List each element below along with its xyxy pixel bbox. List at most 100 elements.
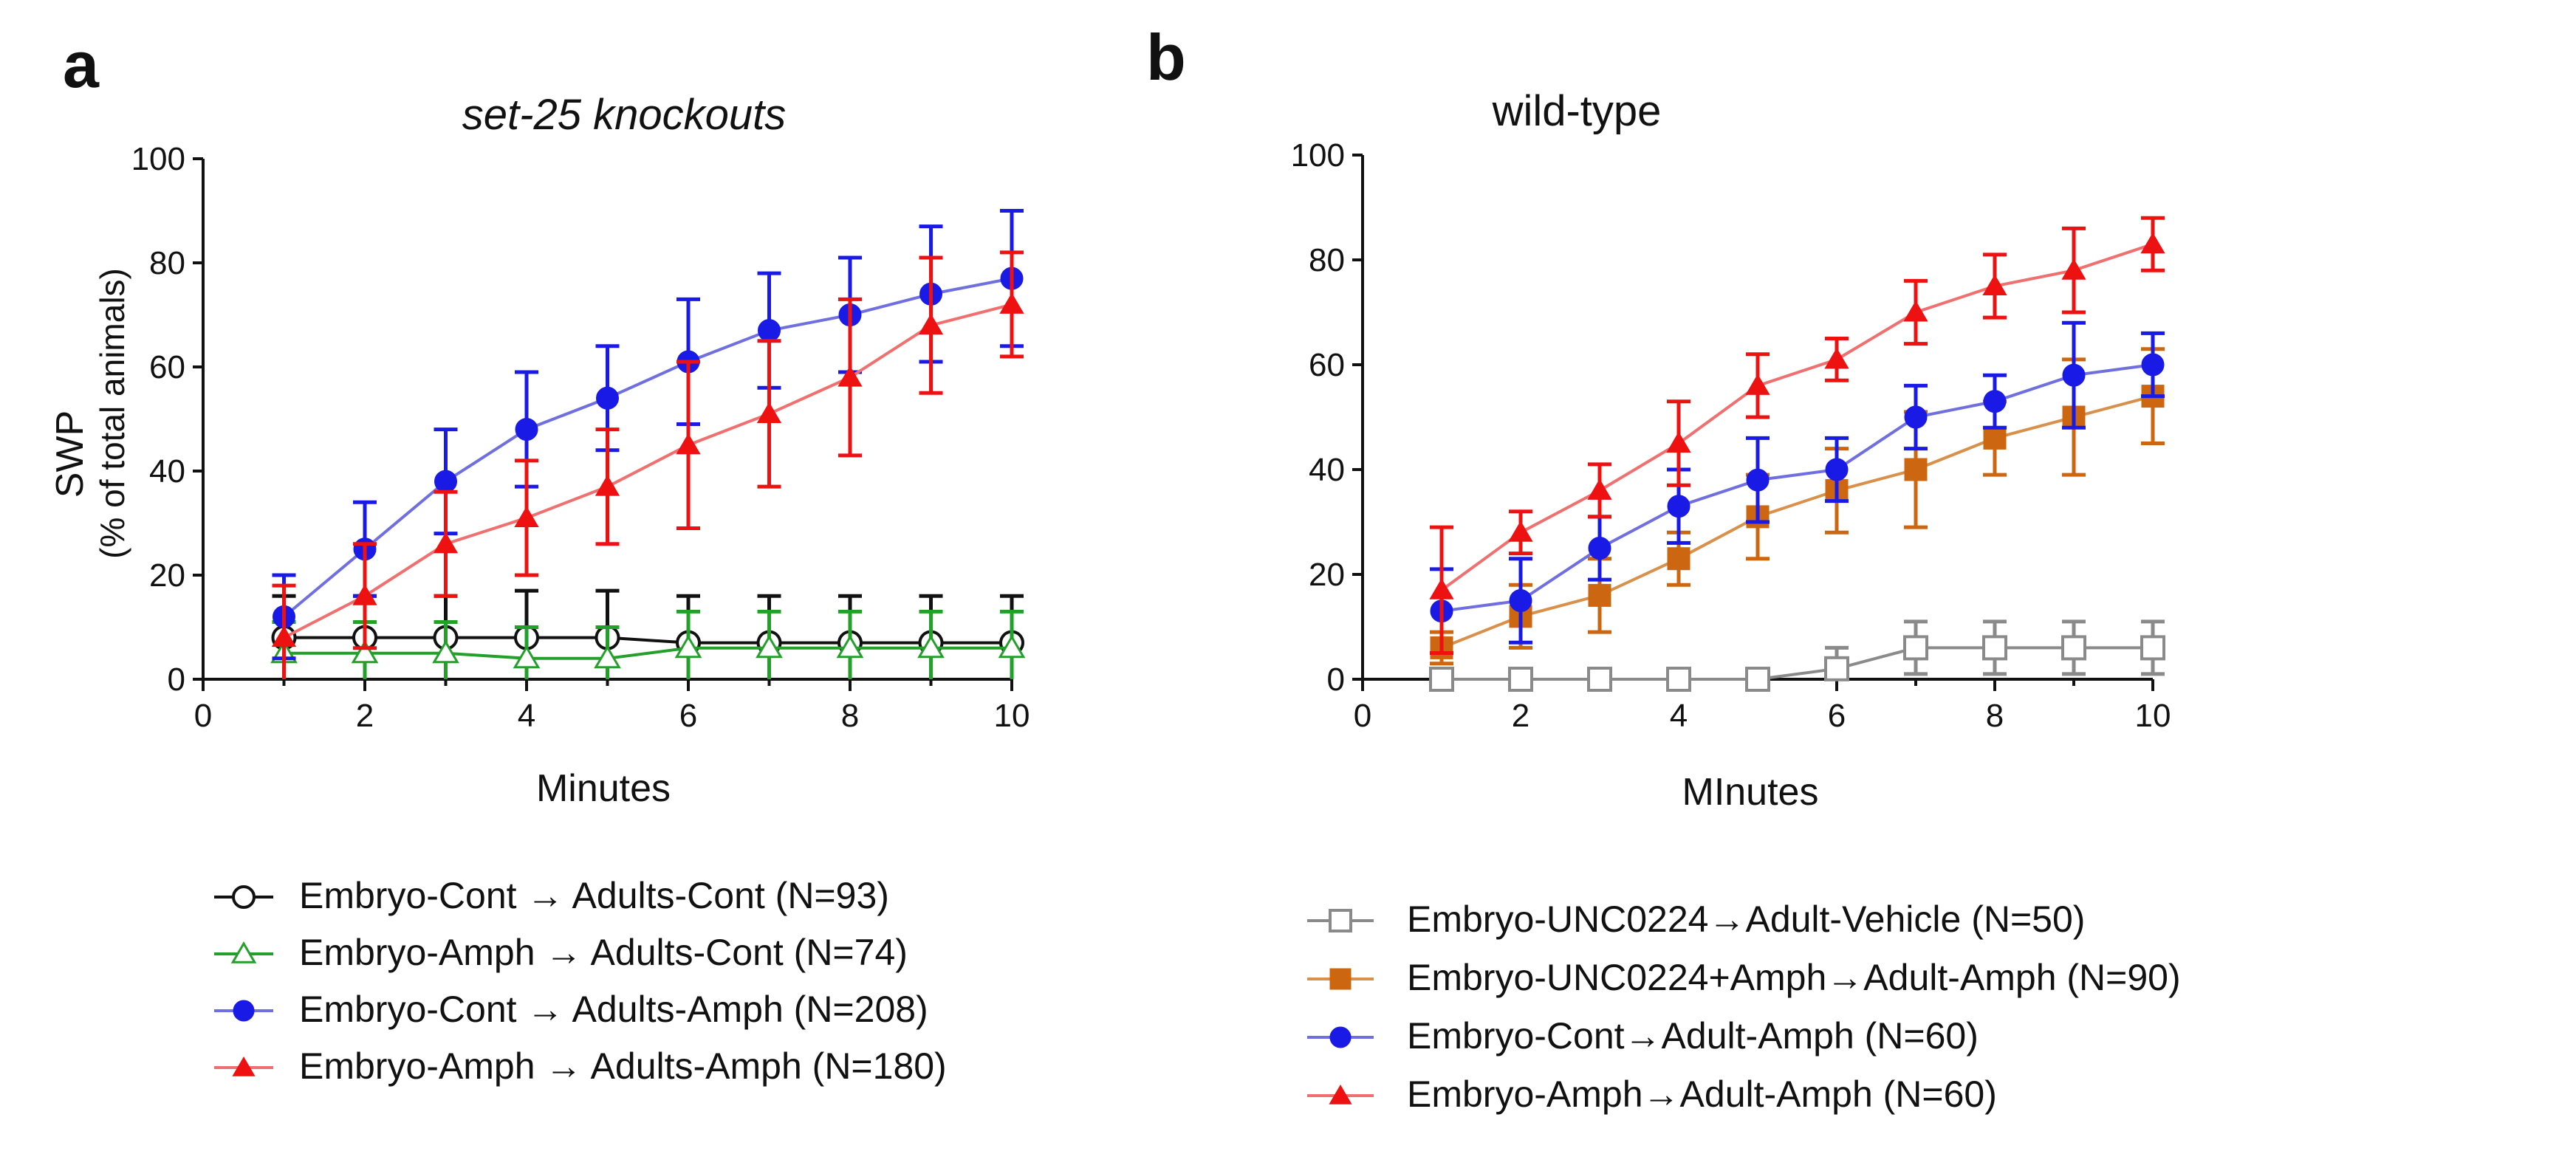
series-line [1442, 646, 2153, 681]
data-point [1588, 583, 1611, 607]
legend-entry: Embryo-UNC0224→Adult-Vehicle (N=50) [1307, 899, 2085, 940]
data-point [594, 645, 621, 669]
series-line [284, 636, 1012, 645]
series-line [283, 303, 1013, 639]
x-tick-label: 8 [1986, 698, 2004, 734]
data-point [2062, 363, 2086, 387]
legend-label: Embryo-Cont → Adults-Cont (N=93) [299, 875, 889, 916]
data-point [2141, 353, 2165, 377]
legend-marker [1329, 1085, 1352, 1105]
data-point [1824, 347, 1849, 369]
series-line [1441, 363, 2154, 613]
legend-label: Embryo-UNC0224→Adult-Vehicle (N=50) [1407, 899, 2085, 940]
x-tick-label: 8 [841, 698, 859, 734]
y-tick-label: 20 [1309, 557, 1345, 593]
data-point [674, 634, 702, 659]
series-1 [1429, 619, 2165, 692]
legend-label: Embryo-Amph → Adults-Cont (N=74) [299, 932, 908, 973]
y-tick-label: 20 [149, 557, 185, 594]
y-tick-label: 0 [168, 662, 185, 698]
data-point [432, 639, 459, 664]
data-point [434, 470, 457, 493]
x-tick-label: 4 [518, 698, 535, 734]
data-point [1746, 468, 1770, 492]
data-point [1666, 667, 1691, 692]
legend-label: Embryo-Cont → Adults-Amph (N=208) [299, 989, 928, 1030]
series-2 [270, 609, 1026, 679]
x-tick-label: 0 [1354, 698, 1371, 734]
data-point [836, 634, 864, 659]
panel-a-label: a [63, 28, 100, 101]
data-point [998, 634, 1026, 659]
data-point [1983, 390, 2007, 413]
y-tick-label: 80 [149, 245, 185, 281]
data-point [918, 313, 944, 335]
data-point [1825, 458, 1849, 481]
data-point [676, 433, 701, 455]
data-point [917, 634, 945, 659]
x-tick-label: 2 [1512, 698, 1530, 734]
data-point [1429, 578, 1454, 600]
x-tick-label: 10 [994, 698, 1030, 734]
x-tick-label: 2 [356, 698, 374, 734]
y-tick-label: 40 [149, 453, 185, 489]
series-4 [271, 250, 1024, 679]
data-point [2140, 232, 2165, 254]
legend-marker [232, 1057, 256, 1076]
y-tick-label: 100 [1291, 137, 1345, 174]
data-point [515, 418, 538, 442]
data-point [1824, 656, 1849, 681]
legend-marker [1329, 909, 1352, 932]
data-point [1666, 431, 1691, 453]
series-line [284, 646, 1012, 660]
series-1 [271, 588, 1024, 679]
y-tick-label: 40 [1309, 452, 1345, 488]
legend-entry: Embryo-Cont → Adults-Cont (N=93) [214, 875, 889, 916]
data-point [513, 645, 541, 669]
data-point [271, 625, 297, 647]
data-point [433, 532, 459, 554]
panel-a-xlabel: Minutes [536, 767, 671, 810]
panel-b-plot: 0 20 40 60 80 100 0 2 4 6 8 10 [1291, 137, 2171, 734]
data-point [1588, 537, 1611, 560]
series-2 [1430, 347, 2165, 666]
legend-entry: Embryo-UNC0224+Amph→Adult-Amph (N=90) [1307, 957, 2181, 998]
series-line [1441, 394, 2154, 650]
data-point [1982, 274, 2007, 295]
panel-b-xlabel: MInutes [1682, 771, 1819, 814]
data-point [1983, 426, 2007, 450]
panel-a-title: set-25 knockouts [462, 91, 786, 139]
x-tick-label: 4 [1670, 698, 1688, 734]
data-point [758, 319, 781, 343]
data-point [1904, 458, 1928, 481]
data-point [1667, 547, 1690, 571]
data-point [2061, 258, 2086, 280]
data-point [1745, 667, 1770, 692]
legend-marker [233, 1000, 255, 1022]
data-point [1587, 478, 1612, 500]
data-point [1509, 589, 1532, 612]
data-point [514, 506, 539, 527]
x-tick-label: 6 [679, 698, 697, 734]
series-line [283, 277, 1013, 618]
data-point [1667, 495, 1690, 518]
legend-label: Embryo-Amph→Adult-Amph (N=60) [1407, 1073, 1997, 1115]
panel-b-legend: Embryo-UNC0224→Adult-Vehicle (N=50) Embry… [1307, 899, 2181, 1115]
data-point [2140, 635, 2165, 661]
y-tick-label: 80 [1309, 242, 1345, 278]
series-4 [1429, 216, 2165, 655]
panel-b-label: b [1146, 21, 1186, 94]
x-tick-label: 0 [194, 698, 212, 734]
legend-marker [1329, 968, 1352, 990]
data-point [999, 292, 1024, 314]
data-point [756, 634, 783, 659]
legend-label: Embryo-UNC0224+Amph→Adult-Amph (N=90) [1407, 957, 2181, 998]
data-point [1982, 635, 2007, 661]
data-point [1903, 635, 1928, 661]
legend-marker [230, 941, 257, 963]
panel-a-ylabel-sub: (% of total animals) [93, 268, 131, 559]
x-tick-label: 10 [2135, 698, 2171, 734]
panel-a-plot: 0 20 40 60 80 100 0 2 4 6 8 10 [131, 141, 1030, 734]
legend-entry: Embryo-Amph → Adults-Cont (N=74) [214, 932, 908, 973]
